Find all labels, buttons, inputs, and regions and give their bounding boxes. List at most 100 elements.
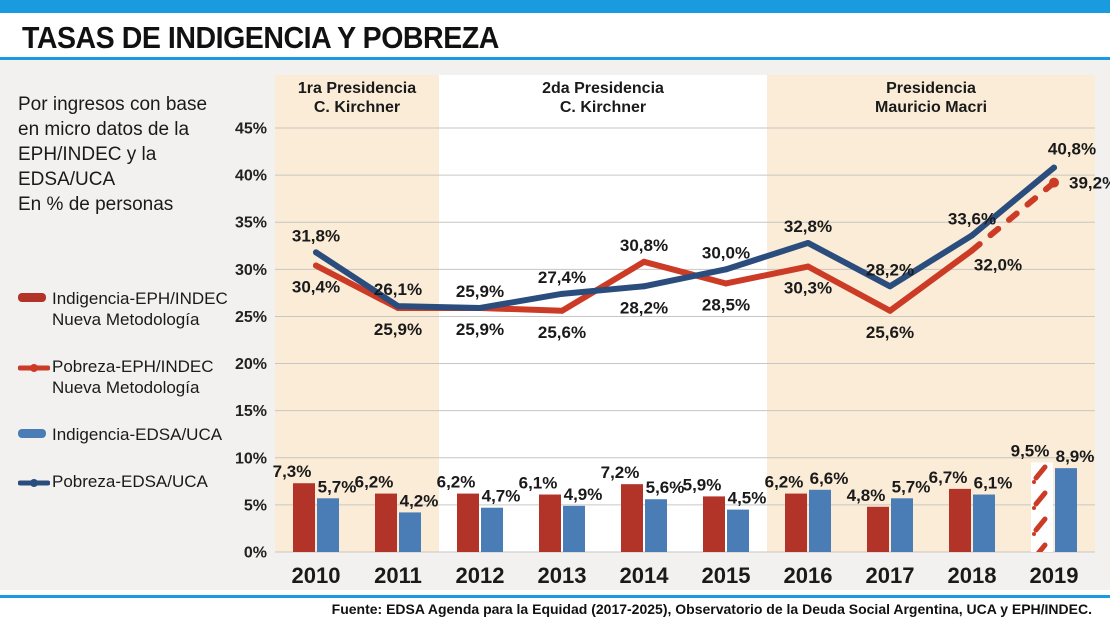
bar xyxy=(867,506,889,552)
bar-value-label: 7,2% xyxy=(601,463,640,482)
bar-value-label: 6,2% xyxy=(355,473,394,492)
y-axis-label: 40% xyxy=(235,168,267,185)
bar-value-label: 5,9% xyxy=(683,475,722,494)
legend-line-swatch-icon xyxy=(17,361,52,379)
line-value-label: 40,8% xyxy=(1048,140,1096,159)
legend-label: Pobreza-EDSA/UCA xyxy=(52,472,208,491)
bar xyxy=(973,494,995,552)
bar xyxy=(645,499,667,552)
line-point-marker xyxy=(313,262,319,269)
bar xyxy=(293,483,315,552)
legend-item: Indigencia-EPH/INDEC Nueva Metodología xyxy=(18,288,258,330)
line-point-marker xyxy=(805,239,811,246)
bar xyxy=(481,507,503,552)
legend-bar-swatch-icon xyxy=(18,293,52,302)
bar xyxy=(563,505,585,552)
period-label: Mauricio Macri xyxy=(875,99,987,116)
bar-value-label: 6,1% xyxy=(974,474,1013,493)
bar xyxy=(399,512,421,552)
line-value-label: 27,4% xyxy=(538,268,586,287)
bar-value-label: 4,5% xyxy=(728,489,767,508)
y-axis-label: 0% xyxy=(244,545,267,562)
line-value-label: 25,6% xyxy=(866,323,914,342)
bar-value-label: 4,2% xyxy=(400,491,439,510)
legend-item: Pobreza-EDSA/UCA xyxy=(17,471,258,494)
bar-value-label: 5,7% xyxy=(892,477,931,496)
x-axis-year-label: 2010 xyxy=(292,563,341,588)
line-value-label: 32,0% xyxy=(974,255,1022,274)
line-point-marker xyxy=(559,307,565,314)
y-axis-label: 35% xyxy=(235,215,267,232)
line-point-marker xyxy=(887,283,893,290)
line-value-label: 30,4% xyxy=(292,278,340,297)
line-value-label: 30,0% xyxy=(702,243,750,262)
bar xyxy=(727,509,749,552)
legend-line-swatch-icon xyxy=(17,476,52,494)
bar-value-label: 8,9% xyxy=(1056,447,1095,466)
bar xyxy=(457,493,479,552)
line-point-marker xyxy=(559,290,565,297)
bar-value-label: 4,8% xyxy=(847,486,886,505)
poverty-line xyxy=(313,164,1057,311)
bar-value-label: 7,3% xyxy=(273,462,312,481)
line-value-label: 39,2% xyxy=(1069,174,1110,193)
source-note: Fuente: EDSA Agenda para la Equidad (201… xyxy=(331,601,1092,617)
line-end-dot xyxy=(1049,177,1059,188)
line-point-marker xyxy=(477,304,483,311)
bar-value-label: 9,5% xyxy=(1011,441,1050,460)
line-point-marker xyxy=(641,258,647,265)
x-axis-year-label: 2015 xyxy=(702,563,751,588)
x-axis-year-label: 2013 xyxy=(538,563,587,588)
x-axis-year-label: 2011 xyxy=(374,563,422,588)
legend-label: Indigencia-EPH/INDEC Nueva Metodología xyxy=(52,289,228,329)
y-axis-label: 45% xyxy=(235,121,267,138)
line-value-label: 28,2% xyxy=(866,260,914,279)
bar-value-label: 5,7% xyxy=(318,477,357,496)
x-axis-year-label: 2014 xyxy=(620,563,670,588)
legend-bar-swatch-icon xyxy=(18,429,52,438)
bar-value-label: 5,6% xyxy=(646,478,685,497)
period-label: Presidencia xyxy=(886,80,976,97)
line-value-label: 26,1% xyxy=(374,280,422,299)
line-point-marker xyxy=(969,247,975,254)
footer-divider xyxy=(0,595,1110,598)
y-axis-label: 25% xyxy=(235,309,267,326)
bar xyxy=(809,489,831,552)
legend-item: Indigencia-EDSA/UCA xyxy=(18,424,258,445)
bar xyxy=(891,498,913,552)
line-value-label: 25,9% xyxy=(456,320,504,339)
bar-value-label: 4,7% xyxy=(482,487,521,506)
bar-projected xyxy=(1031,462,1053,552)
bar xyxy=(703,496,725,552)
title-underline xyxy=(0,57,1110,60)
y-axis-label: 20% xyxy=(235,356,267,373)
line-point-marker xyxy=(887,307,893,314)
line-value-label: 25,9% xyxy=(456,282,504,301)
line-value-label: 32,8% xyxy=(784,217,832,236)
period-label: 2da Presidencia xyxy=(542,80,664,97)
bar xyxy=(375,493,397,552)
x-axis-year-label: 2016 xyxy=(784,563,833,588)
legend-label: Pobreza-EPH/INDEC Nueva Metodología xyxy=(52,357,214,397)
bar-value-label: 6,7% xyxy=(929,468,968,487)
line-value-label: 25,9% xyxy=(374,320,422,339)
bar-value-label: 6,2% xyxy=(437,473,476,492)
line-value-label: 30,3% xyxy=(784,279,832,298)
bar-value-label: 6,2% xyxy=(765,473,804,492)
line-point-marker xyxy=(723,280,729,287)
bar-swatch xyxy=(18,429,46,438)
poverty-line-projected xyxy=(969,179,1057,254)
period-shading xyxy=(275,75,439,552)
bar-value-label: 4,9% xyxy=(564,485,603,504)
x-axis-year-label: 2012 xyxy=(456,563,505,588)
legend: Indigencia-EPH/INDEC Nueva Metodología Po… xyxy=(17,288,258,520)
y-axis-label: 30% xyxy=(235,262,267,279)
period-label: C. Kirchner xyxy=(314,99,400,116)
bar-value-label: 6,6% xyxy=(810,469,849,488)
line-value-label: 25,6% xyxy=(538,323,586,342)
y-axis-label: 15% xyxy=(235,403,267,420)
x-axis-year-label: 2017 xyxy=(866,563,915,588)
line-point-marker xyxy=(395,303,401,310)
line-point-marker xyxy=(313,249,319,256)
bar xyxy=(539,494,561,552)
